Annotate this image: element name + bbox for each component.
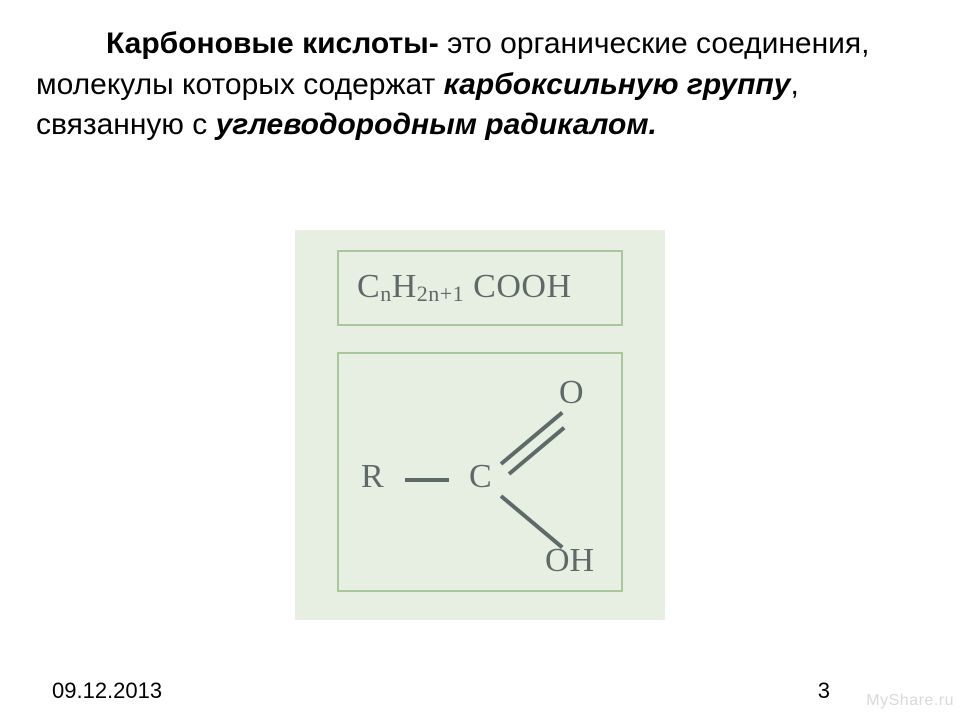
general-formula: CnH2n+1 COOH bbox=[357, 268, 572, 307]
watermark: MyShare.ru bbox=[866, 692, 954, 710]
atom-c: C bbox=[469, 458, 492, 496]
definition-paragraph: Карбоновые кислоты- это органические сое… bbox=[36, 24, 916, 146]
general-formula-box: CnH2n+1 COOH bbox=[337, 250, 623, 326]
gf-c: C bbox=[357, 268, 380, 305]
gf-space bbox=[464, 268, 473, 305]
structural-formula-box: R C O OH bbox=[337, 352, 623, 592]
atom-r: R bbox=[361, 458, 384, 496]
footer-page-number: 3 bbox=[818, 678, 830, 704]
bond-c-oh bbox=[500, 494, 564, 548]
formula-image-area: CnH2n+1 COOH R C O OH bbox=[295, 230, 665, 620]
bond-r-c bbox=[405, 478, 449, 482]
gf-cooh: COOH bbox=[473, 268, 571, 305]
gf-sub-2n1: 2n+1 bbox=[417, 281, 464, 306]
definition-em2: углеводородным радикалом. bbox=[216, 108, 657, 141]
gf-h: H bbox=[392, 268, 417, 305]
slide: Карбоновые кислоты- это органические сое… bbox=[0, 0, 960, 720]
footer-date: 09.12.2013 bbox=[52, 678, 162, 704]
structural-formula: R C O OH bbox=[339, 354, 621, 590]
definition-term: Карбоновые кислоты- bbox=[106, 27, 447, 60]
definition-em1: карбоксильную группу bbox=[444, 68, 791, 101]
gf-sub-n: n bbox=[380, 281, 392, 306]
atom-o: O bbox=[559, 374, 584, 412]
atom-oh: OH bbox=[545, 542, 594, 580]
